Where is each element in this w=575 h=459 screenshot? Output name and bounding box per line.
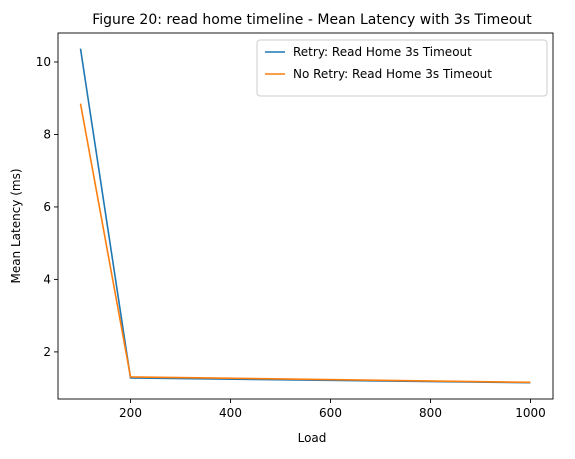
x-tick-label: 1000 (515, 406, 546, 420)
y-tick-label: 2 (43, 345, 51, 359)
x-tick-label: 600 (319, 406, 342, 420)
legend-label-1: Retry: Read Home 3s Timeout (293, 45, 472, 59)
y-tick-label: 4 (43, 272, 51, 286)
y-axis-label: Mean Latency (ms) (9, 168, 23, 283)
x-tick-label: 200 (119, 406, 142, 420)
chart-title: Figure 20: read home timeline - Mean Lat… (92, 12, 532, 28)
y-tick-label: 10 (36, 55, 51, 69)
series-line-1 (79, 48, 531, 384)
x-tick-label: 400 (219, 406, 242, 420)
x-axis-label: Load (298, 431, 327, 445)
plot-area: 200 400 600 800 1000 2 4 6 8 10 (36, 32, 554, 420)
x-tick-label: 800 (419, 406, 442, 420)
y-tick-label: 6 (43, 200, 51, 214)
legend-label-2: No Retry: Read Home 3s Timeout (293, 67, 492, 81)
series-line-2 (79, 103, 531, 384)
y-tick-label: 8 (43, 127, 51, 141)
axes-frame (57, 32, 554, 400)
legend-box (256, 39, 548, 97)
legend: Retry: Read Home 3s Timeout No Retry: Rea… (256, 39, 548, 97)
